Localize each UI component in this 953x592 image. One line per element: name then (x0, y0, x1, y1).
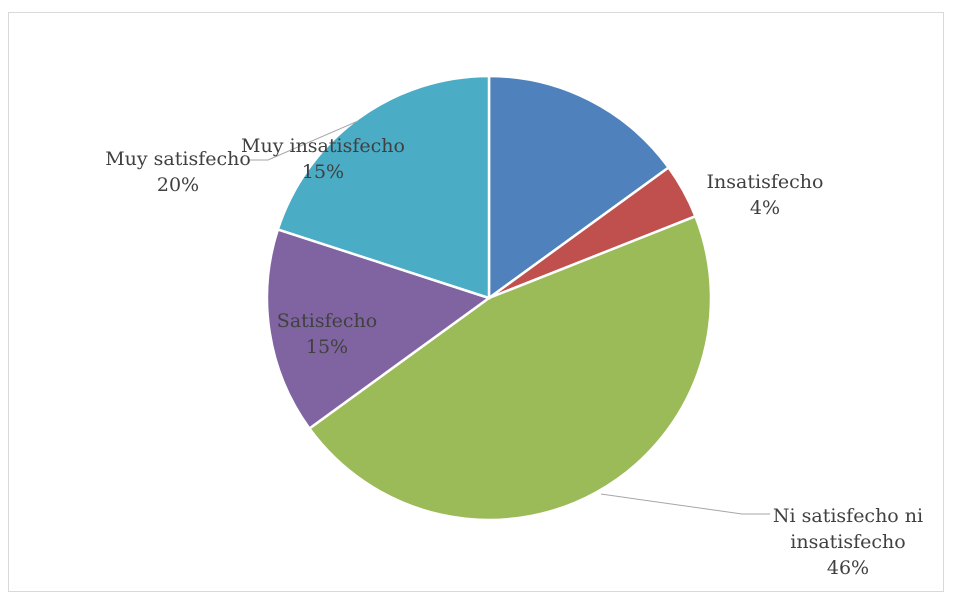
leader-line (600, 493, 770, 515)
data-label-line: 46% (827, 557, 869, 579)
data-label-line: insatisfecho (790, 531, 905, 553)
data-label-line: 15% (306, 336, 348, 358)
pie-slice-muy-insatisfecho (487, 74, 671, 301)
data-label: Muy insatisfecho 15% (241, 135, 405, 183)
data-label: Ni satisfecho ni insatisfecho 46% (773, 505, 923, 579)
pie-slice-ni-satisfecho-ni-insatisfecho (307, 214, 713, 522)
data-label: Satisfecho 15% (277, 310, 377, 358)
leader-lines (250, 120, 770, 515)
data-label: Muy satisfecho 20% (105, 148, 251, 196)
data-label-line: 20% (157, 174, 199, 196)
data-label-line: Satisfecho (277, 310, 377, 332)
pie-slice-satisfecho (265, 227, 492, 431)
data-labels: Muy insatisfecho 15% Insatisfecho 4% Ni sati… (105, 135, 923, 579)
data-label-line: 4% (750, 197, 780, 219)
data-label-line: Ni satisfecho ni (773, 505, 923, 527)
data-label-line: Muy insatisfecho (241, 135, 405, 157)
pie-slice-muy-satisfecho (276, 74, 491, 300)
leader-line (250, 120, 359, 161)
pie-chart: Muy insatisfecho 15% Insatisfecho 4% Ni sati… (105, 74, 923, 579)
pie-slices (265, 74, 713, 522)
data-label: Insatisfecho 4% (707, 171, 824, 219)
data-label-line: Insatisfecho (707, 171, 824, 193)
data-label-line: Muy satisfecho (105, 148, 251, 170)
data-label-line: 15% (302, 161, 344, 183)
